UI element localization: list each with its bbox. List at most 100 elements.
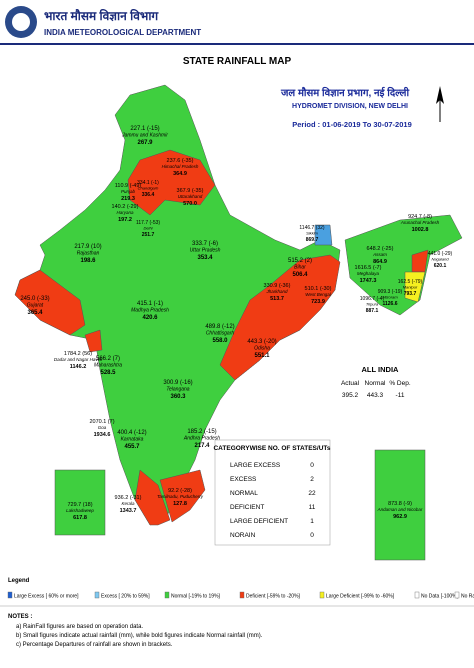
state-actual: 443.3 (-20) [247,339,276,345]
state-normal: 558.0 [212,338,228,344]
state-normal: 528.5 [100,370,116,376]
category-count: 2 [310,476,314,483]
state-actual: 924.7 (-8) [408,214,432,220]
logo-inner [12,13,30,31]
state-actual: 2070.1 (7) [89,419,114,425]
state-actual: 441.0 (-29) [428,251,453,257]
state-name: Uttar Pradesh [190,248,221,254]
state-actual: 873.8 (-9) [388,501,412,507]
category-label: DEFICIENT [230,504,264,511]
map [14,84,463,561]
region-kerala [134,469,171,526]
state-actual: 227.1 (-15) [130,126,159,132]
state-normal: 1002.8 [412,227,429,233]
title: STATE RAINFALL MAP [183,56,292,67]
state-name: Tripura [366,302,379,307]
state-normal: 513.7 [270,296,284,302]
all-india-value: -11 [396,392,405,399]
state-normal: 551.1 [254,353,270,359]
state-normal: 336.4 [142,192,155,198]
note-line: c) Percentage Departures of rainfall are… [16,642,173,648]
state-actual: 185.2 (-15) [187,429,216,435]
region-gujarat [14,269,86,336]
legend-swatch [164,591,170,599]
state-name: Andhra Pradesh [183,436,220,442]
state-normal: 127.8 [173,501,187,507]
state-actual: 140.2 (-29) [112,204,139,210]
all-india-header: Actual [341,380,360,387]
state-name: Andaman and Nicobar [377,507,423,512]
state-name: Uttarakhand [178,194,203,199]
state-actual: 648.2 (-25) [367,246,394,252]
state-name: Punjab [121,189,136,194]
category-count: 1 [310,518,314,525]
state-actual: 515.2 (2) [288,258,312,264]
state-actual: 217.9 (10) [74,244,101,250]
state-actual: 909.3 (-19) [378,289,403,295]
state-actual: 489.8 (-12) [205,324,234,330]
state-actual: 510.1 (-30) [305,286,332,292]
legend-item: Deficient [-59% to -20%] [246,594,301,600]
state-actual: 566.2 (7) [96,356,120,362]
division-hindi: जल मौसम विज्ञान प्रभाग, नई दिल्ली [280,86,409,99]
state-normal: 1126.6 [382,301,397,307]
state-normal: 1146.2 [70,364,87,370]
all-india-title: ALL INDIA [362,365,400,374]
legend-swatch [239,591,245,599]
state-name: Maharashtra [94,363,122,369]
state-normal: 353.4 [197,255,213,261]
category-count: 0 [310,462,314,469]
state-actual: 237.6 (-35) [167,158,194,164]
state-actual: 333.7 (-6) [192,241,218,247]
state-actual: 300.9 (-16) [163,380,192,386]
all-india-header: Normal [365,380,387,387]
legend-item: No Data [-100%] [421,594,459,600]
state-actual: 400.4 (-12) [117,430,146,436]
category-count: 0 [310,532,314,539]
state-name: Assam [372,252,387,257]
legend-swatch [319,591,325,599]
state-normal: 962.9 [393,514,407,520]
state-name: Arunachal Pradesh [400,220,440,225]
header-name: INDIA METEOROLOGICAL DEPARTMENT [44,28,201,37]
state-normal: 267.9 [137,140,153,146]
state-actual: 1784.2 (56) [64,351,92,357]
state-name: Lakshadweep [66,508,94,513]
category-title: CATEGORYWISE NO. OF STATES/UTs [213,445,330,452]
state-actual: 330.9 (-36) [264,283,291,289]
region-east [219,254,341,381]
state-name: Goa [98,425,107,430]
state-normal: 198.6 [80,258,96,264]
state-name: Nagaland [431,257,449,262]
state-normal: 455.7 [124,444,140,450]
state-normal: 864.9 [373,259,387,265]
state-normal: 1934.6 [94,432,111,438]
legend-swatch [94,591,100,599]
all-india-value: 395.2 [342,392,359,399]
legend-item: Excess [ 20% to 59%] [101,594,150,600]
legend-item: Large Deficient [-99% to -60%] [326,594,395,600]
state-name: Rajasthan [77,251,100,257]
period: Period : 01-06-2019 To 30-07-2019 [292,120,412,129]
header-hindi: भारत मौसम विज्ञान विभाग [44,9,159,23]
state-normal: 420.6 [142,315,158,321]
note-line: a) RainFall figures are based on operati… [16,624,143,630]
region-manipur [404,271,426,303]
state-actual: 245.0 (-33) [20,296,49,302]
region-sikkim [314,224,333,246]
state-actual: 367.9 (-35) [177,188,204,194]
state-name: Meghalaya [357,271,380,276]
state-normal: 1747.3 [360,278,377,284]
state-normal: 360.3 [170,394,186,400]
north-arrow [436,86,444,104]
state-actual: 92.2 (-28) [168,488,192,494]
state-actual: 117.7 (-53) [136,220,160,226]
division: HYDROMET DIVISION, NEW DELHI [292,103,408,110]
state-name: Himachal Pradesh [162,164,199,169]
state-name: Dadar and Nagar Haveli [54,357,103,362]
state-normal: 251.7 [142,232,155,238]
state-name: Bihar [294,265,306,271]
legend-swatch [454,591,460,599]
state-actual: 110.9 (-49) [115,183,142,189]
category-box [214,439,331,546]
